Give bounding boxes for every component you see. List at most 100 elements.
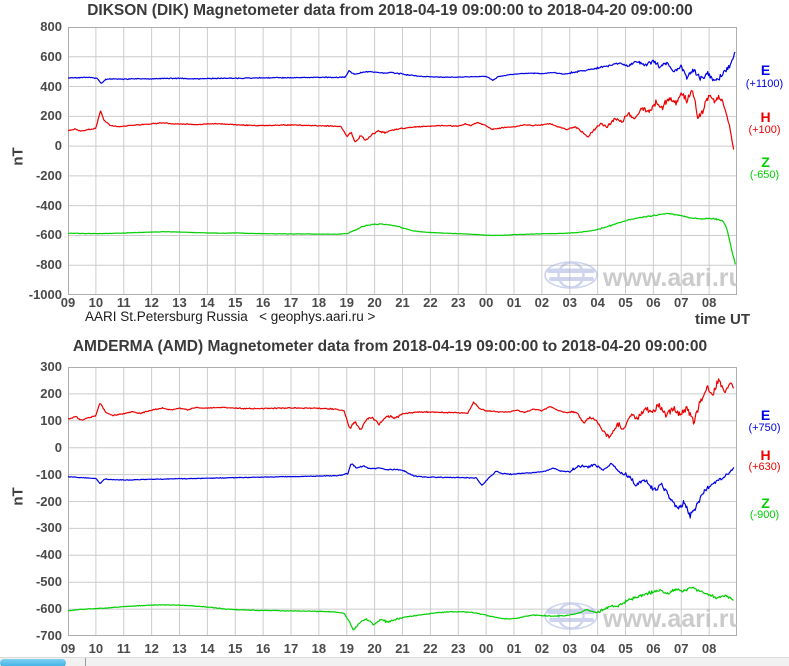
- legend-E-name: E: [760, 62, 771, 78]
- y-tick-label: 0: [54, 439, 62, 455]
- y-tick-label: -300: [35, 520, 62, 536]
- series-Z-line: [68, 586, 734, 631]
- x-tick-label: 20: [367, 295, 382, 310]
- y-tick-label: 100: [40, 412, 62, 428]
- dikson-plot-area: www.aari.ru: [68, 27, 737, 295]
- y-tick-label: 800: [40, 19, 62, 34]
- legend-E-offset: (+1100): [745, 78, 784, 90]
- x-tick-label: 17: [283, 295, 299, 310]
- legend-H-name: H: [760, 109, 771, 125]
- y-tick-label: -500: [35, 574, 62, 590]
- x-tick-label: 21: [395, 641, 410, 656]
- x-tick-label: 19: [339, 295, 354, 310]
- x-tick-label: 22: [423, 295, 438, 310]
- x-tick-label: 21: [395, 295, 410, 310]
- y-tick-label: 600: [40, 48, 62, 64]
- x-tick-label: 04: [590, 295, 605, 310]
- x-tick-label: 00: [478, 641, 494, 656]
- x-tick-label: 15: [228, 641, 243, 656]
- x-tick-label: 05: [618, 641, 633, 656]
- x-tick-label: 10: [88, 295, 104, 310]
- x-tick-label: 05: [618, 295, 633, 310]
- x-tick-label: 09: [60, 641, 76, 656]
- series-H-line: [68, 378, 735, 439]
- source-attribution: AARI St.Petersburg Russia < geophys.aari…: [85, 309, 376, 324]
- x-tick-label: 02: [534, 295, 550, 310]
- x-tick-label: 01: [506, 295, 522, 310]
- x-tick-label: 12: [144, 641, 159, 656]
- x-tick-label: 15: [228, 295, 243, 310]
- x-tick-label: 18: [311, 295, 327, 310]
- x-tick-label: 22: [423, 641, 438, 656]
- x-tick-label: 00: [478, 295, 494, 310]
- y-tick-label: -400: [35, 197, 62, 213]
- x-tick-label: 07: [674, 295, 689, 310]
- amderma-plot-area: www.aari.ru: [68, 367, 737, 636]
- series-E-line: [68, 462, 735, 519]
- watermark-text: www.aari.ru: [602, 264, 737, 292]
- x-tick-label: 06: [646, 295, 661, 310]
- x-tick-label: 16: [255, 295, 271, 310]
- y-tick-label: 400: [40, 78, 62, 94]
- x-tick-label: 10: [88, 641, 104, 656]
- x-tick-label: 09: [60, 295, 76, 310]
- x-tick-label: 23: [451, 641, 466, 656]
- scrollbar-divider: [85, 658, 86, 666]
- plot-border: [68, 367, 737, 636]
- legend-H-offset: (+630): [748, 461, 781, 473]
- y-tick-label: 300: [40, 359, 62, 374]
- y-tick-label: 200: [40, 108, 62, 124]
- scrollbar-thumb[interactable]: [0, 659, 66, 666]
- x-tick-label: 16: [255, 641, 271, 656]
- x-tick-label: 08: [701, 295, 717, 310]
- y-tick-label: -200: [35, 493, 62, 509]
- x-tick-label: 14: [200, 295, 215, 310]
- y-tick-label: -700: [35, 628, 62, 643]
- series-H-line: [68, 90, 735, 150]
- legend-Z-name: Z: [761, 495, 770, 511]
- y-tick-label: -200: [35, 167, 62, 183]
- series-E-line: [68, 51, 736, 84]
- x-tick-label: 13: [172, 295, 187, 310]
- x-tick-label: 11: [116, 295, 131, 310]
- x-tick-label: 18: [311, 641, 327, 656]
- x-tick-label: 20: [367, 641, 382, 656]
- dikson-chart: DIKSON (DIK) Magnetometer data from 2018…: [0, 0, 789, 330]
- aari-watermark: www.aari.ru: [544, 261, 737, 292]
- legend-Z-name: Z: [761, 154, 770, 170]
- y-tick-label: -1000: [28, 287, 62, 302]
- x-tick-label: 06: [646, 641, 661, 656]
- y-tick-label: 200: [40, 385, 62, 401]
- x-tick-label: 17: [283, 641, 299, 656]
- x-tick-label: 23: [451, 295, 466, 310]
- x-tick-label: 03: [562, 641, 577, 656]
- plot-border: [68, 27, 737, 295]
- x-axis-label: time UT: [694, 311, 750, 328]
- legend-Z-offset: (-900): [749, 509, 780, 521]
- x-tick-label: 14: [200, 641, 215, 656]
- legend-E-name: E: [760, 407, 771, 423]
- horizontal-scrollbar[interactable]: [0, 657, 789, 666]
- watermark-text: www.aari.ru: [602, 605, 737, 633]
- legend-Z-offset: (-650): [749, 169, 780, 181]
- y-tick-label: -600: [35, 227, 62, 243]
- y-tick-label: 0: [54, 138, 62, 154]
- dikson-chart-title: DIKSON (DIK) Magnetometer data from 2018…: [87, 2, 693, 19]
- legend-H-offset: (+100): [748, 124, 781, 136]
- legend-H-name: H: [760, 447, 771, 463]
- x-tick-label: 11: [116, 641, 131, 656]
- x-tick-label: 01: [506, 641, 522, 656]
- x-tick-label: 13: [172, 641, 187, 656]
- x-tick-label: 04: [590, 641, 605, 656]
- amderma-chart-title: AMDERMA (AMD) Magnetometer data from 201…: [72, 338, 708, 355]
- x-tick-label: 03: [562, 295, 577, 310]
- y-tick-label: -100: [35, 466, 62, 482]
- x-tick-label: 12: [144, 295, 159, 310]
- x-tick-label: 02: [534, 641, 550, 656]
- aari-watermark: www.aari.ru: [544, 602, 737, 633]
- x-tick-label: 19: [339, 641, 354, 656]
- y-tick-label: -600: [35, 601, 62, 617]
- x-tick-label: 07: [674, 641, 689, 656]
- x-tick-label: 08: [701, 641, 717, 656]
- y-tick-label: -800: [35, 257, 62, 273]
